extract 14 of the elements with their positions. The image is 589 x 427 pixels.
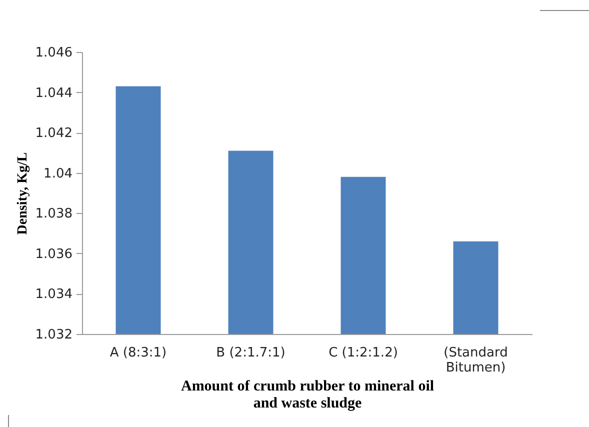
y-tick-label: 1.036 — [35, 246, 72, 262]
x-axis-title: Amount of crumb rubber to mineral oil and waste sludge — [180, 378, 434, 412]
y-tick-label: 1.046 — [35, 46, 72, 60]
x-tick-label: A (8:3:1) — [110, 346, 167, 360]
y-tick-label: 1.04 — [44, 166, 72, 182]
x-tick-label: C (1:2:1.2) — [328, 346, 398, 360]
x-tick-label: (Standard Bitumen) — [444, 346, 508, 376]
y-tick-label: 1.042 — [35, 126, 72, 142]
x-tick-label: B (2:1.7:1) — [216, 346, 286, 360]
y-axis-title: Density, Kg/L — [15, 152, 30, 235]
y-tick-label: 1.044 — [35, 86, 72, 101]
y-tick-label: 1.034 — [35, 287, 72, 302]
y-tick-label: 1.032 — [35, 328, 72, 342]
y-tick-label: 1.038 — [35, 206, 72, 222]
